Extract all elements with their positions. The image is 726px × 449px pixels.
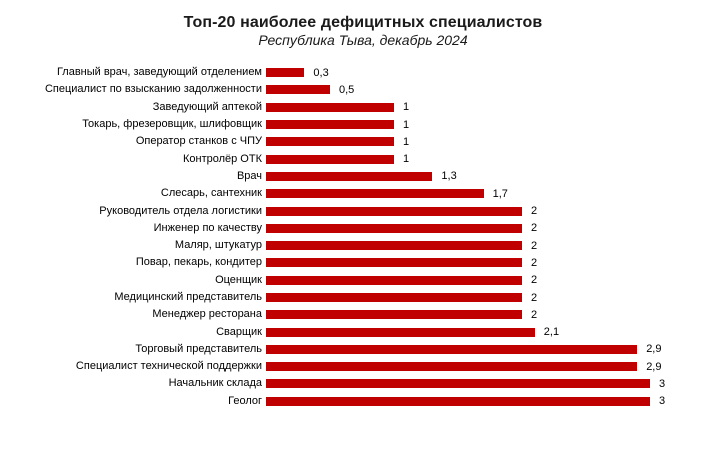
value-label: 2 [531, 291, 538, 304]
value-label: 2 [531, 308, 538, 321]
bar-row: Торговый представитель 2,9 [0, 341, 726, 358]
category-label: Контролёр ОТК [182, 152, 262, 165]
category-label: Токарь, фрезеровщик, шлифовщик [82, 118, 262, 131]
bar-row: Медицинский представитель 2 [0, 289, 726, 306]
category-label: Руководитель отдела логистики [99, 204, 262, 217]
value-label: 1,3 [441, 170, 457, 183]
value-label: 1 [403, 101, 410, 114]
bar-row: Специалист технической поддержки 2,9 [0, 358, 726, 375]
category-label: Оценщик [215, 273, 262, 286]
bar [266, 379, 650, 389]
bar [266, 396, 650, 406]
category-label: Врач [236, 169, 262, 182]
plot-area: Главный врач, заведующий отделением 0,3 Сп… [0, 64, 726, 410]
bar-row: Сварщик 2,1 [0, 323, 726, 340]
bar-row: Оператор станков с ЧПУ 1 [0, 133, 726, 150]
bar [266, 258, 522, 268]
value-label: 3 [659, 377, 666, 390]
category-label: Специалист по взысканию задолженности [44, 83, 262, 96]
bar [266, 310, 522, 320]
value-label: 2 [531, 239, 538, 252]
value-label: 0,5 [339, 83, 355, 96]
category-label: Оператор станков с ЧПУ [135, 135, 262, 148]
chart-title: Топ-20 наиболее дефицитных специалистов [183, 14, 543, 31]
bar-row: Токарь, фрезеровщик, шлифовщик 1 [0, 116, 726, 133]
bar [266, 171, 433, 181]
category-label: Заведующий аптекой [152, 100, 262, 113]
value-label: 2 [531, 274, 538, 287]
bar [266, 223, 522, 233]
value-label: 1 [403, 153, 410, 166]
category-label: Торговый представитель [135, 342, 262, 355]
value-label: 3 [659, 395, 666, 408]
category-label: Менеджер ресторана [152, 308, 262, 321]
category-label: Начальник склада [168, 377, 262, 390]
value-label: 1 [403, 135, 410, 148]
value-label: 2 [531, 205, 538, 218]
bar-row: Главный врач, заведующий отделением 0,3 [0, 64, 726, 81]
bar [266, 241, 522, 251]
bar-row: Начальник склада 3 [0, 375, 726, 392]
bar [266, 102, 394, 112]
category-label: Маляр, штукатур [174, 239, 262, 252]
value-label: 1,7 [492, 187, 508, 200]
bar-row: Повар, пекарь, кондитер 2 [0, 254, 726, 271]
bar [266, 189, 484, 199]
bar [266, 293, 522, 302]
value-label: 2,9 [646, 343, 662, 356]
value-label: 2,9 [646, 360, 662, 373]
category-label: Медицинский представитель [114, 291, 262, 303]
bar-row: Руководитель отдела логистики 2 [0, 202, 726, 219]
bar [266, 85, 330, 95]
bar-row: Маляр, штукатур 2 [0, 237, 726, 254]
category-label: Сварщик [216, 325, 262, 338]
bar [266, 68, 305, 78]
category-label: Повар, пекарь, кондитер [135, 256, 262, 269]
category-label: Главный врач, заведующий отделением [56, 66, 262, 79]
bar-row: Специалист по взысканию задолженности 0,5 [0, 81, 726, 98]
bar-row: Менеджер ресторана 2 [0, 306, 726, 323]
bar-row: Врач 1,3 [0, 168, 726, 185]
bar [266, 120, 394, 130]
chart-subtitle: Республика Тыва, декабрь 2024 [258, 32, 468, 48]
category-label: Слесарь, сантехник [160, 187, 262, 200]
bar [266, 275, 522, 285]
bar-row: Оценщик 2 [0, 272, 726, 289]
value-label: 1 [403, 118, 410, 131]
bar-row: Инженер по качеству 2 [0, 220, 726, 237]
bar [266, 327, 535, 337]
value-label: 2,1 [543, 326, 560, 339]
category-label: Геолог [228, 394, 262, 407]
bar [266, 344, 638, 354]
bar [266, 206, 522, 216]
bar-row: Заведующий аптекой 1 [0, 99, 726, 116]
bar [266, 362, 638, 372]
value-label: 2 [531, 256, 538, 269]
category-label: Специалист технической поддержки [75, 360, 262, 373]
category-label: Инженер по качеству [153, 221, 262, 234]
bar-row: Геолог 3 [0, 393, 726, 410]
bar-row: Слесарь, сантехник 1,7 [0, 185, 726, 202]
value-label: 0,3 [313, 66, 329, 79]
bar [266, 137, 394, 147]
bar [266, 154, 394, 164]
value-label: 2 [531, 222, 538, 235]
bar-row: Контролёр ОТК 1 [0, 150, 726, 167]
